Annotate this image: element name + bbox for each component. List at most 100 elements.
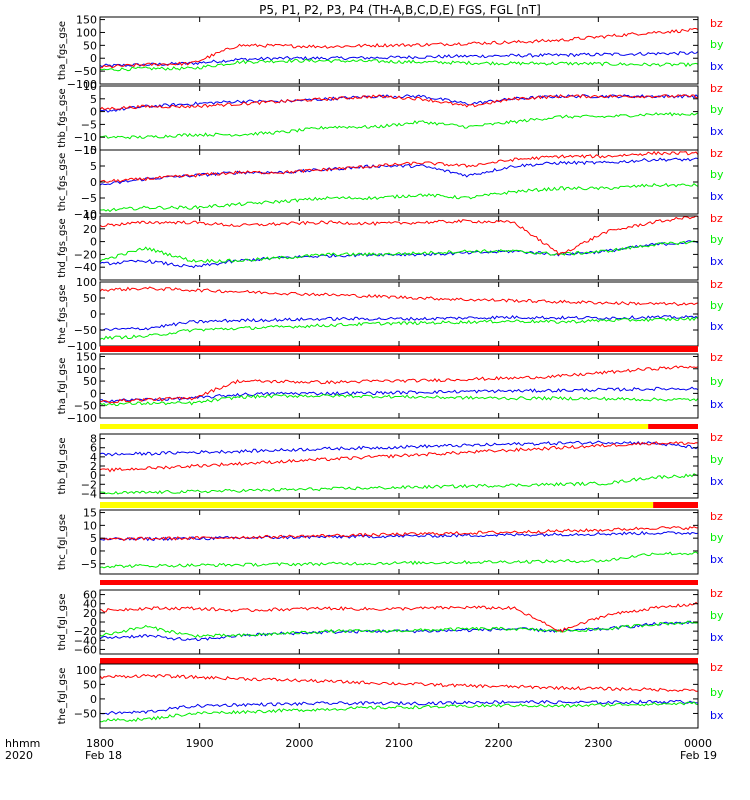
series-by-line [99, 393, 699, 407]
legend-bx: bx [710, 60, 724, 73]
y-tick-label: 50 [83, 678, 97, 691]
legend-bz: bz [710, 278, 723, 291]
legend-bz: bz [710, 212, 723, 225]
y-tick-label: 0 [90, 545, 97, 558]
x-row-label-year: 2020 [5, 749, 33, 762]
series-by-line [100, 182, 699, 213]
x-date-label-end: Feb 19 [680, 749, 717, 762]
series-bx-line [99, 50, 699, 68]
panel-frame [99, 149, 699, 215]
legend-bx: bx [710, 125, 724, 138]
x-tick-label: 1900 [186, 737, 214, 750]
panel-frame [99, 509, 699, 575]
series-bz-line [99, 28, 699, 69]
y-tick-label: −50 [74, 65, 97, 78]
series-bx-line [99, 530, 699, 542]
y-tick-label: −50 [74, 707, 97, 720]
y-tick-label: −2 [81, 478, 97, 491]
y-tick-label: 40 [83, 210, 97, 223]
x-tick-label: 2200 [485, 737, 513, 750]
status-bar-segment [100, 580, 698, 585]
legend-bz: bz [710, 351, 723, 364]
legend-bz: bz [710, 661, 723, 674]
y-tick-label: 60 [83, 589, 97, 602]
y-tick-label: 0 [90, 616, 97, 629]
y-tick-label: 10 [83, 519, 97, 532]
y-tick-label: −100 [67, 340, 97, 353]
status-bar-segment [653, 502, 698, 508]
series-by-line [99, 551, 699, 569]
y-axis-label: tha_fgs_gse [57, 21, 68, 80]
series-bx-line [99, 315, 699, 331]
legend-by: by [710, 453, 724, 466]
series-bz-line [99, 440, 699, 473]
legend-bz: bz [710, 587, 723, 600]
y-axis-label: thd_fgs_gse [57, 218, 68, 277]
y-tick-label: 0 [90, 106, 97, 119]
status-bar-segment [100, 424, 649, 429]
series-bx-line [99, 94, 699, 113]
y-tick-label: −50 [74, 400, 97, 413]
legend-bz: bz [710, 431, 723, 444]
legend-bx: bx [710, 709, 724, 722]
series-bz-line [99, 94, 699, 111]
y-tick-label: −10 [74, 131, 97, 144]
legend-by: by [710, 233, 724, 246]
y-tick-label: 150 [76, 350, 97, 363]
y-tick-label: 0 [90, 308, 97, 321]
panel-frame [99, 215, 699, 281]
y-axis-label: the_fgl_gse [57, 668, 68, 725]
y-tick-label: −40 [74, 261, 97, 274]
legend-bx: bx [710, 553, 724, 566]
y-axis-label: tha_fgl_gse [57, 358, 68, 415]
legend-bx: bx [710, 255, 724, 268]
series-bx-line [99, 440, 699, 457]
x-date-label-start: Feb 18 [85, 749, 122, 762]
x-tick-label: 2300 [584, 737, 612, 750]
panel-the_fgs_gse: −100 −50 0 50 100 the_fgs_gse bz by bx [57, 276, 724, 353]
status-bar-segment [100, 346, 698, 352]
status-bar-segment [100, 502, 654, 508]
chart-title: P5, P1, P2, P3, P4 (TH-A,B,C,D,E) FGS, F… [259, 3, 541, 17]
y-tick-label: −5 [81, 192, 97, 205]
status-bar-segment [100, 658, 698, 664]
y-tick-label: 20 [83, 223, 97, 236]
legend-by: by [710, 103, 724, 116]
y-tick-label: 0 [90, 52, 97, 65]
panel-thc_fgs_gse: −10 −5 0 5 10 thc_fgs_gse bz by bx [57, 144, 724, 221]
y-tick-label: −50 [74, 324, 97, 337]
x-tick-label: 2100 [385, 737, 413, 750]
y-tick-label: 50 [83, 39, 97, 52]
y-tick-label: 5 [90, 160, 97, 173]
legend-bx: bx [710, 398, 724, 411]
legend-by: by [710, 531, 724, 544]
y-tick-label: 20 [83, 607, 97, 620]
y-tick-label: −5 [81, 118, 97, 131]
series-bz-line [99, 525, 699, 542]
y-tick-label: 100 [76, 363, 97, 376]
panel-frame [99, 353, 699, 419]
y-tick-label: 15 [83, 507, 97, 520]
legend-bx: bx [710, 190, 724, 203]
x-row-label-hhmm: hhmm [5, 737, 40, 750]
legend-by: by [710, 609, 724, 622]
y-tick-label: 6 [90, 442, 97, 455]
series-by-line [99, 316, 699, 340]
legend-bz: bz [710, 82, 723, 95]
series-bx-line [99, 620, 699, 642]
y-tick-label: −10 [74, 208, 97, 221]
y-tick-label: 10 [83, 80, 97, 93]
panel-frame [99, 663, 699, 729]
series-by-line [99, 473, 699, 495]
y-axis-label: thc_fgs_gse [57, 153, 68, 212]
y-axis-label: thd_fgl_gse [57, 594, 68, 651]
y-tick-label: 50 [83, 292, 97, 305]
y-tick-label: 4 [90, 451, 97, 464]
legend-bz: bz [710, 147, 723, 160]
y-axis-label: thb_fgs_gse [57, 88, 68, 147]
